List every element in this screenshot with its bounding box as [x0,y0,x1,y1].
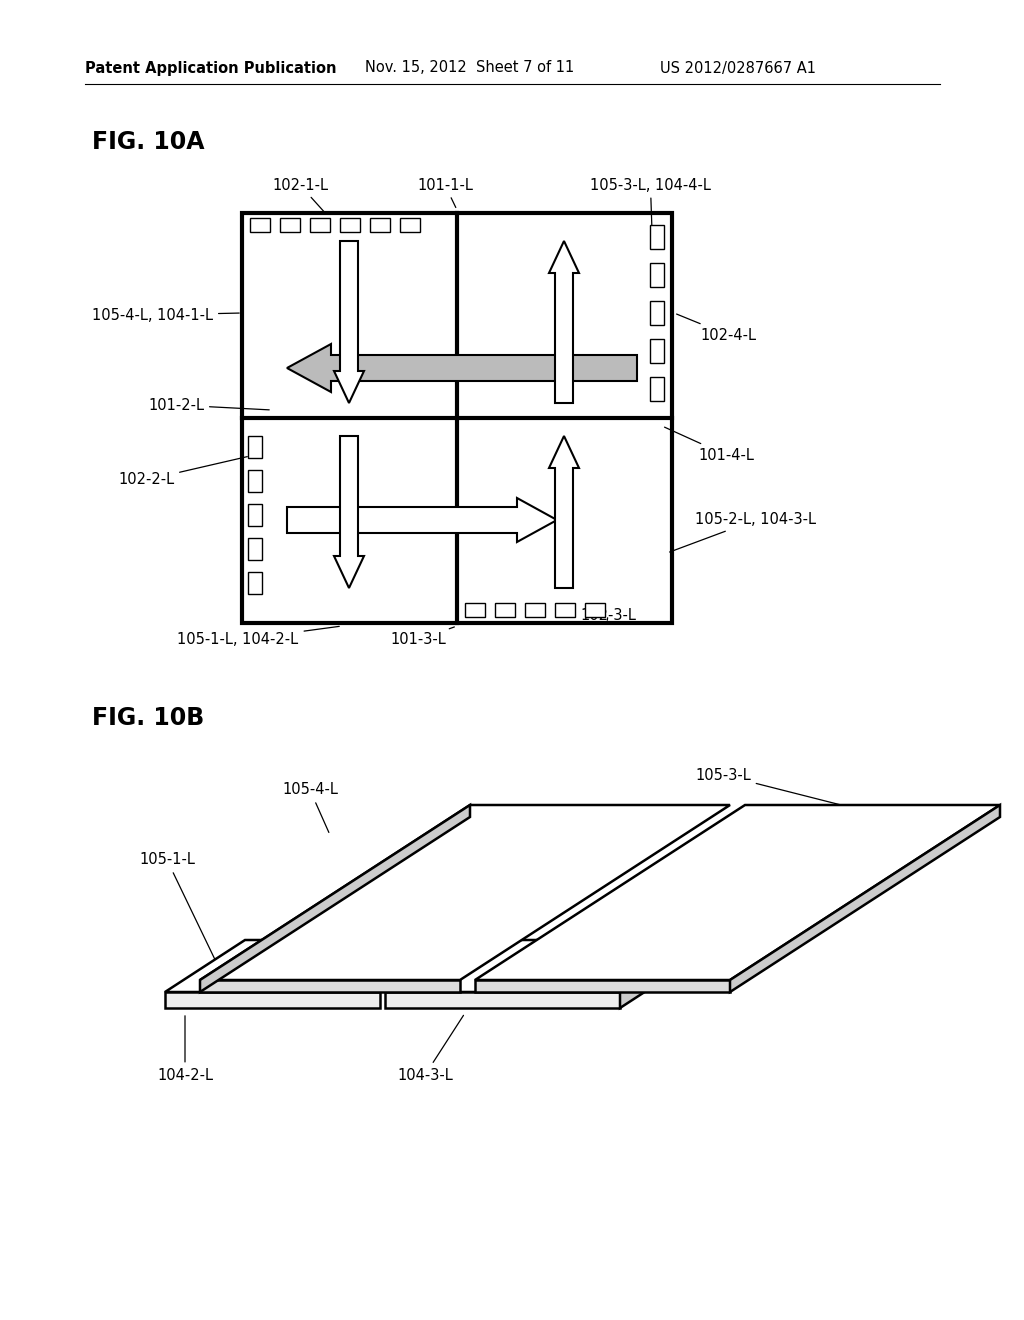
Text: Nov. 15, 2012  Sheet 7 of 11: Nov. 15, 2012 Sheet 7 of 11 [365,61,574,75]
Polygon shape [475,805,1000,979]
Bar [525,603,545,616]
Text: 101-4-L: 101-4-L [665,428,754,462]
Bar [465,603,485,616]
Text: 104-2-L: 104-2-L [157,1016,213,1082]
Text: 104-3-L: 104-3-L [397,1015,464,1082]
Text: 105-4-L: 105-4-L [282,783,338,833]
Text: 101-2-L: 101-2-L [148,397,269,412]
Bar [650,224,664,249]
Polygon shape [287,345,637,392]
Text: 105-3-L: 105-3-L [695,767,918,824]
Polygon shape [334,242,364,403]
Text: 101-3-L: 101-3-L [390,627,455,648]
Bar [400,218,420,232]
Polygon shape [200,805,470,993]
Bar [650,301,664,325]
Text: 101-1-L: 101-1-L [417,177,473,207]
Text: 102-2-L: 102-2-L [118,457,248,487]
Text: 102-3-L: 102-3-L [580,607,636,623]
Bar [248,539,262,560]
Bar [495,603,515,616]
Polygon shape [730,805,1000,993]
Text: FIG. 10B: FIG. 10B [92,706,204,730]
Text: 105-1-L: 105-1-L [139,853,219,968]
Bar [555,603,575,616]
Text: 102-1-L: 102-1-L [272,177,328,213]
Text: 105-3-L, 104-4-L: 105-3-L, 104-4-L [590,177,711,228]
Bar [242,213,672,623]
Bar [650,263,664,286]
Polygon shape [165,993,380,1008]
Bar [250,218,270,232]
Polygon shape [475,979,730,993]
Polygon shape [549,242,579,403]
Polygon shape [165,940,460,993]
Polygon shape [549,436,579,587]
Polygon shape [200,805,730,979]
Text: 102-4-L: 102-4-L [677,314,756,342]
Polygon shape [385,940,700,993]
Polygon shape [385,993,620,1008]
Bar [370,218,390,232]
Text: US 2012/0287667 A1: US 2012/0287667 A1 [660,61,816,75]
Bar [340,218,360,232]
Bar [248,572,262,594]
Text: FIG. 10A: FIG. 10A [92,129,205,154]
Polygon shape [334,436,364,587]
Text: Patent Application Publication: Patent Application Publication [85,61,337,75]
Bar [650,339,664,363]
Text: 105-1-L, 104-2-L: 105-1-L, 104-2-L [177,627,339,648]
Polygon shape [287,498,557,543]
Bar [248,470,262,492]
Polygon shape [200,979,460,993]
Bar [248,436,262,458]
Polygon shape [620,940,700,1008]
Bar [248,504,262,525]
Bar [650,378,664,401]
Bar [280,218,300,232]
Bar [310,218,330,232]
Bar [585,603,605,616]
Text: 105-2-L, 104-3-L: 105-2-L, 104-3-L [670,512,816,552]
Text: 105-2-L: 105-2-L [700,867,769,948]
Text: 105-4-L, 104-1-L: 105-4-L, 104-1-L [92,308,240,322]
